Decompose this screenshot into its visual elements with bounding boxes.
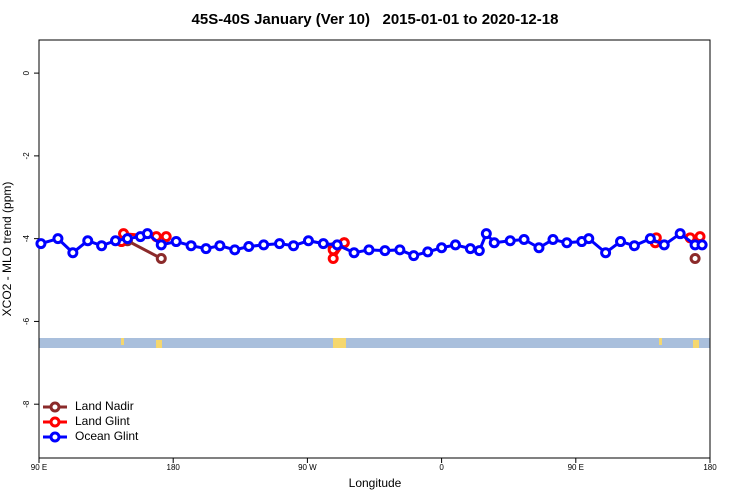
x-tick-label: 90 E	[31, 463, 47, 472]
x-tick-label: 90 E	[568, 463, 584, 472]
legend-label: Land Nadir	[75, 399, 134, 413]
point	[214, 240, 226, 252]
x-tick-label: 180	[703, 463, 717, 472]
point	[200, 243, 212, 255]
y-tick-label: -8	[22, 400, 31, 408]
legend-label: Land Glint	[75, 414, 130, 428]
y-axis-label: XCO2 - MLO trend (ppm)	[0, 182, 14, 317]
point	[155, 239, 167, 251]
point	[67, 247, 79, 259]
point	[331, 239, 343, 251]
land-patch	[693, 340, 699, 348]
point	[274, 238, 286, 250]
point	[288, 240, 300, 252]
point	[317, 238, 329, 250]
legend-marker	[49, 431, 61, 443]
point	[628, 240, 640, 252]
point	[52, 233, 64, 245]
x-tick-label: 0	[439, 463, 444, 472]
point	[689, 253, 701, 265]
y-tick-label: -2	[22, 152, 31, 160]
land-patch	[659, 338, 662, 345]
land-mask	[39, 338, 710, 348]
point	[160, 231, 172, 243]
point	[504, 235, 516, 247]
land-patch	[121, 338, 124, 345]
point	[480, 228, 492, 240]
land-patch	[333, 338, 346, 348]
point	[82, 235, 94, 247]
y-tick-label: -4	[22, 235, 31, 243]
point	[327, 253, 339, 265]
point	[302, 235, 314, 247]
point	[379, 245, 391, 257]
point	[394, 244, 406, 256]
legend-marker	[49, 401, 61, 413]
point	[258, 239, 270, 251]
point	[449, 239, 461, 251]
x-tick-label: 90 W	[298, 463, 317, 472]
point	[348, 247, 360, 259]
point	[518, 233, 530, 245]
point	[422, 246, 434, 258]
point	[644, 233, 656, 245]
x-axis-label: Longitude	[349, 476, 402, 490]
point	[600, 247, 612, 259]
point	[170, 236, 182, 248]
series	[35, 228, 708, 262]
y-tick-label: -6	[22, 317, 31, 325]
point	[436, 242, 448, 254]
x-tick-label: 180	[167, 463, 181, 472]
point	[547, 233, 559, 245]
point	[674, 228, 686, 240]
chart-title: 45S-40S January (Ver 10) 2015-01-01 to 2…	[192, 11, 559, 28]
point	[363, 244, 375, 256]
point	[109, 235, 121, 247]
mask-strip	[39, 338, 710, 348]
point	[561, 237, 573, 249]
point	[696, 239, 708, 251]
point	[35, 238, 47, 250]
point	[121, 233, 133, 245]
point	[408, 250, 420, 262]
point	[658, 239, 670, 251]
point	[488, 237, 500, 249]
point	[229, 244, 241, 256]
y-tick-label: 0	[22, 70, 31, 75]
legend-marker	[49, 416, 61, 428]
point	[464, 243, 476, 255]
point	[96, 240, 108, 252]
point	[583, 233, 595, 245]
point	[141, 228, 153, 240]
point	[155, 253, 167, 265]
land-patch	[156, 340, 162, 348]
point	[185, 240, 197, 252]
legend-label: Ocean Glint	[75, 429, 139, 443]
point	[615, 236, 627, 248]
point	[694, 231, 706, 243]
point	[243, 241, 255, 253]
point	[473, 245, 485, 257]
point	[533, 242, 545, 254]
plot-frame	[38, 39, 711, 459]
